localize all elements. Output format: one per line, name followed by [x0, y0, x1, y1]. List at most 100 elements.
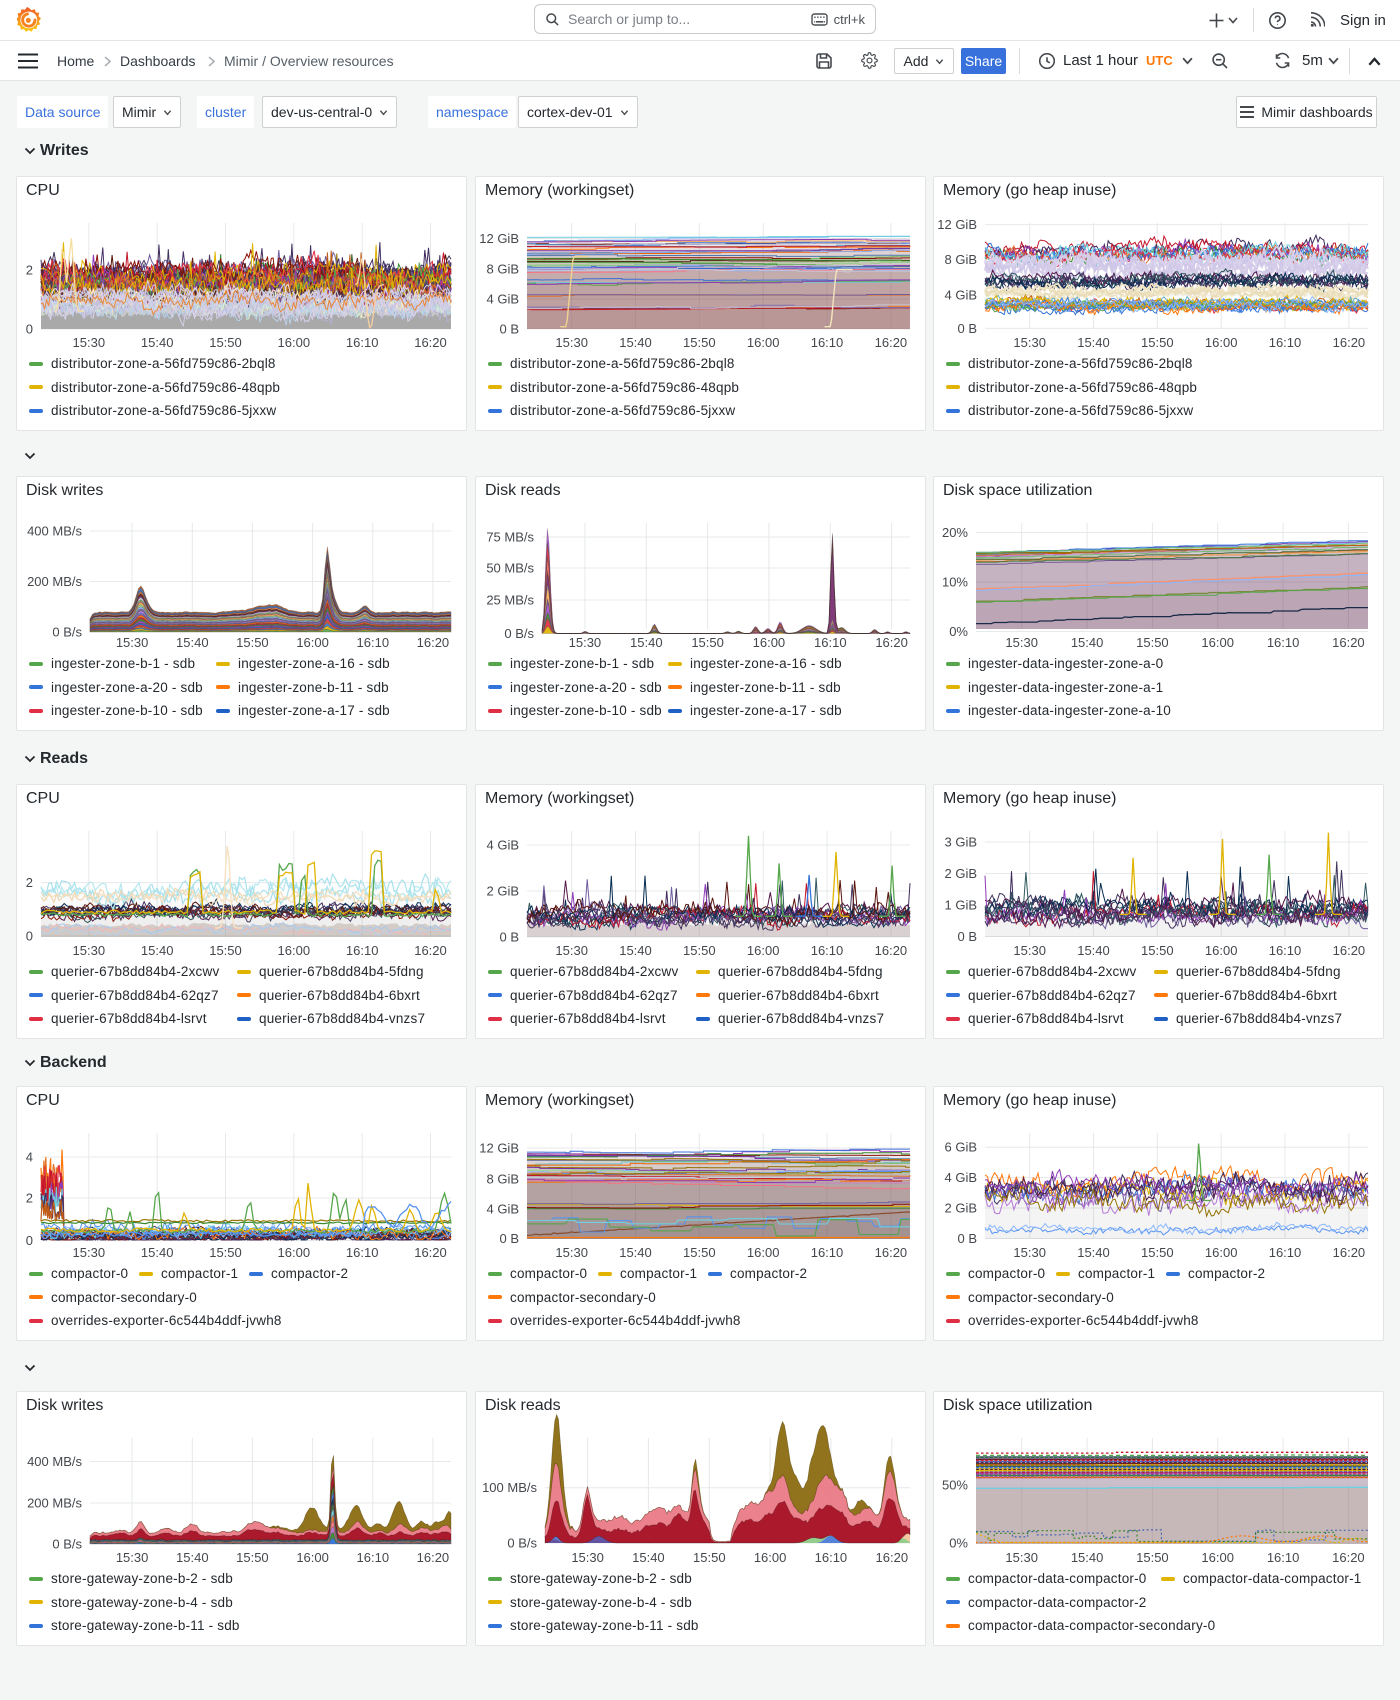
svg-text:2: 2: [26, 1191, 33, 1206]
svg-text:400 MB/s: 400 MB/s: [27, 1454, 82, 1469]
svg-text:15:40: 15:40: [1077, 335, 1110, 350]
svg-text:15:50: 15:50: [683, 335, 716, 350]
svg-text:16:10: 16:10: [1269, 943, 1302, 958]
svg-text:16:10: 16:10: [1267, 1550, 1300, 1565]
svg-text:16:20: 16:20: [414, 943, 447, 958]
svg-text:12 GiB: 12 GiB: [479, 231, 519, 246]
svg-text:2 GiB: 2 GiB: [944, 866, 977, 881]
svg-text:4 GiB: 4 GiB: [486, 292, 519, 307]
svg-text:0%: 0%: [949, 1535, 968, 1550]
svg-text:16:10: 16:10: [346, 943, 379, 958]
svg-text:15:30: 15:30: [555, 943, 588, 958]
svg-text:15:50: 15:50: [209, 1245, 242, 1260]
svg-text:16:20: 16:20: [414, 335, 447, 350]
svg-text:16:10: 16:10: [815, 1550, 848, 1565]
svg-text:15:40: 15:40: [619, 335, 652, 350]
svg-text:16:10: 16:10: [1267, 635, 1300, 650]
svg-text:0: 0: [26, 929, 33, 944]
svg-text:1 GiB: 1 GiB: [944, 898, 977, 913]
svg-text:15:30: 15:30: [116, 635, 149, 650]
svg-text:16:00: 16:00: [747, 943, 780, 958]
svg-text:2 GiB: 2 GiB: [486, 884, 519, 899]
svg-text:8 GiB: 8 GiB: [486, 1172, 519, 1187]
svg-text:20%: 20%: [942, 525, 968, 540]
svg-text:15:40: 15:40: [1071, 635, 1104, 650]
svg-text:12 GiB: 12 GiB: [937, 217, 977, 232]
svg-text:200 MB/s: 200 MB/s: [27, 1496, 82, 1511]
svg-text:16:00: 16:00: [278, 943, 311, 958]
svg-text:16:00: 16:00: [1205, 943, 1238, 958]
svg-text:15:40: 15:40: [176, 635, 209, 650]
svg-text:4: 4: [26, 1150, 33, 1165]
svg-text:8 GiB: 8 GiB: [486, 262, 519, 277]
svg-text:100 MB/s: 100 MB/s: [482, 1480, 537, 1495]
svg-text:0 B: 0 B: [499, 1231, 519, 1246]
svg-text:16:20: 16:20: [1332, 1550, 1365, 1565]
svg-text:25 MB/s: 25 MB/s: [486, 593, 534, 608]
svg-text:15:50: 15:50: [1136, 1550, 1169, 1565]
svg-text:16:20: 16:20: [875, 1245, 908, 1260]
svg-text:16:20: 16:20: [1332, 635, 1365, 650]
svg-text:4 GiB: 4 GiB: [486, 838, 519, 853]
svg-text:0: 0: [26, 322, 33, 337]
svg-text:16:20: 16:20: [417, 1550, 450, 1565]
svg-text:16:00: 16:00: [1205, 1245, 1238, 1260]
svg-text:2: 2: [26, 263, 33, 278]
svg-text:15:40: 15:40: [141, 335, 174, 350]
svg-text:15:40: 15:40: [141, 943, 174, 958]
svg-text:15:50: 15:50: [236, 1550, 269, 1565]
svg-text:15:40: 15:40: [619, 1245, 652, 1260]
svg-text:16:00: 16:00: [747, 1245, 780, 1260]
svg-text:0 B/s: 0 B/s: [504, 626, 534, 641]
svg-text:15:40: 15:40: [141, 1245, 174, 1260]
svg-text:4 GiB: 4 GiB: [944, 1170, 977, 1185]
svg-text:15:30: 15:30: [571, 1550, 604, 1565]
svg-text:16:10: 16:10: [811, 943, 844, 958]
svg-text:15:40: 15:40: [619, 943, 652, 958]
svg-text:75 MB/s: 75 MB/s: [486, 530, 534, 545]
svg-text:15:50: 15:50: [209, 943, 242, 958]
svg-text:16:00: 16:00: [278, 335, 311, 350]
svg-text:16:10: 16:10: [811, 1245, 844, 1260]
svg-text:16:20: 16:20: [1333, 335, 1366, 350]
svg-text:15:50: 15:50: [236, 635, 269, 650]
svg-text:16:20: 16:20: [875, 943, 908, 958]
svg-text:8 GiB: 8 GiB: [944, 252, 977, 267]
svg-text:16:10: 16:10: [346, 1245, 379, 1260]
svg-text:16:00: 16:00: [296, 635, 329, 650]
svg-text:15:30: 15:30: [73, 335, 106, 350]
svg-text:15:50: 15:50: [1136, 635, 1169, 650]
svg-text:15:50: 15:50: [1141, 943, 1174, 958]
svg-text:16:20: 16:20: [417, 635, 450, 650]
svg-text:15:40: 15:40: [176, 1550, 209, 1565]
svg-text:0%: 0%: [949, 624, 968, 639]
svg-text:16:00: 16:00: [1201, 1550, 1234, 1565]
svg-text:16:00: 16:00: [1201, 635, 1234, 650]
svg-text:15:40: 15:40: [1077, 943, 1110, 958]
svg-text:200 MB/s: 200 MB/s: [27, 574, 82, 589]
svg-text:15:50: 15:50: [1141, 1245, 1174, 1260]
svg-text:15:30: 15:30: [1005, 1550, 1038, 1565]
svg-text:16:20: 16:20: [1333, 1245, 1366, 1260]
svg-text:15:50: 15:50: [683, 1245, 716, 1260]
svg-text:15:40: 15:40: [1077, 1245, 1110, 1260]
svg-text:10%: 10%: [942, 575, 968, 590]
svg-text:6 GiB: 6 GiB: [944, 1140, 977, 1155]
svg-text:4 GiB: 4 GiB: [944, 288, 977, 303]
svg-text:15:30: 15:30: [1013, 1245, 1046, 1260]
svg-text:15:30: 15:30: [73, 943, 106, 958]
svg-text:16:10: 16:10: [357, 1550, 390, 1565]
svg-text:4 GiB: 4 GiB: [486, 1202, 519, 1217]
svg-text:15:30: 15:30: [73, 1245, 106, 1260]
svg-text:16:10: 16:10: [811, 335, 844, 350]
svg-text:16:00: 16:00: [1205, 335, 1238, 350]
svg-text:16:20: 16:20: [414, 1245, 447, 1260]
svg-text:0 B: 0 B: [499, 930, 519, 945]
svg-text:15:30: 15:30: [569, 635, 602, 650]
svg-text:16:10: 16:10: [1269, 1245, 1302, 1260]
svg-text:15:50: 15:50: [209, 335, 242, 350]
svg-text:16:20: 16:20: [1333, 943, 1366, 958]
svg-text:15:40: 15:40: [630, 635, 663, 650]
svg-text:16:00: 16:00: [754, 1550, 787, 1565]
svg-text:16:10: 16:10: [1269, 335, 1302, 350]
